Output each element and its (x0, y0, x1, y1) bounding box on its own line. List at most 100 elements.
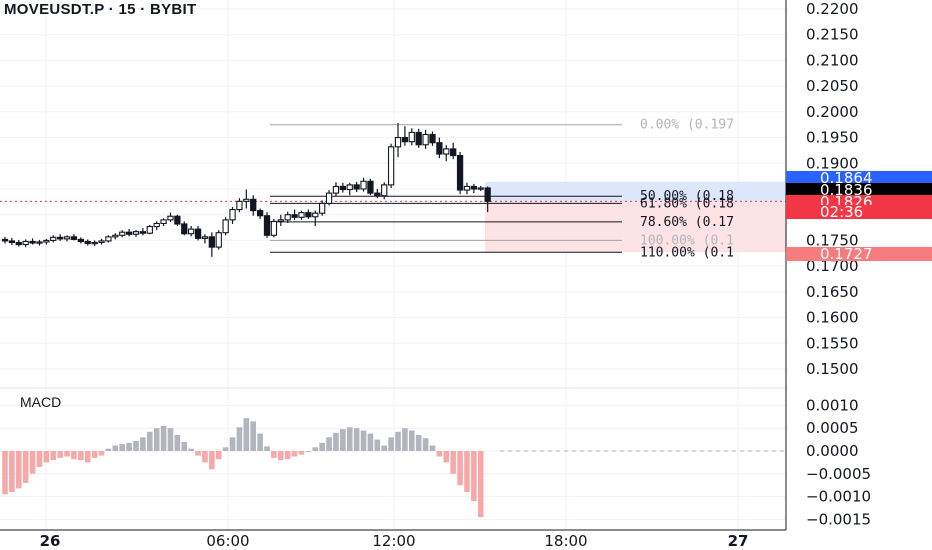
candle-down (29, 240, 36, 244)
fib-level-label: 0.00% (0.197 (640, 118, 734, 133)
position-zones (0, 181, 786, 253)
candle-up (408, 131, 415, 143)
candle-up (119, 231, 126, 236)
macd-bar-negative (464, 451, 470, 493)
macd-bar-negative (15, 451, 22, 489)
candle-down (139, 231, 147, 234)
price-tag-bg (786, 171, 932, 185)
price-tick-label: 0.2150 (806, 26, 859, 44)
price-tag-bg (786, 205, 932, 219)
candle-down (125, 231, 133, 235)
candle-up (312, 212, 319, 218)
candle-up (160, 219, 167, 225)
candle-up (443, 148, 450, 155)
candle-down (250, 198, 257, 212)
price-tick-label: 0.2000 (806, 103, 859, 121)
fib-level-label: 61.80% (0.18 (640, 196, 734, 211)
macd-bar-negative (43, 451, 50, 463)
price-tag-label: 02:36 (820, 203, 863, 221)
macd-bar-positive (126, 442, 132, 451)
candle-up (229, 209, 236, 221)
fib-level-label: 78.60% (0.17 (640, 215, 734, 230)
macd-bar-positive (409, 430, 415, 451)
candle-down (256, 210, 264, 217)
price-tick-label: 0.1750 (806, 231, 859, 249)
macd-bar-negative (278, 451, 284, 461)
macd-bar-positive (333, 432, 339, 451)
candle-up (215, 232, 222, 248)
price-tag-bg (786, 247, 932, 261)
candle-up (105, 236, 112, 242)
candle-down (436, 142, 443, 155)
candlestick-series (1, 123, 491, 257)
candle-up (236, 200, 243, 211)
macd-bar-negative (471, 451, 477, 502)
macd-bar-positive (388, 437, 394, 451)
macd-bar-positive (188, 448, 194, 451)
candle-down (367, 180, 374, 194)
fib-level-label: 100.00% (0.1 (640, 233, 734, 248)
macd-bar-negative (57, 451, 63, 458)
price-tick-label: 0.1950 (806, 129, 859, 147)
candle-up (36, 241, 43, 244)
candle-down (450, 148, 457, 157)
price-tick-label: 0.1550 (806, 334, 859, 352)
price-tick-label: 0.1900 (806, 154, 859, 172)
candle-up (50, 236, 57, 241)
candle-down (429, 133, 436, 144)
macd-bar-negative (50, 451, 57, 461)
macd-bar-positive (340, 429, 346, 451)
candle-up (394, 137, 402, 148)
time-tick-label: 18:00 (544, 532, 587, 550)
macd-bar-negative (271, 451, 277, 458)
candle-up (463, 185, 471, 191)
price-tick-label: 0.1650 (806, 283, 859, 301)
candle-up (63, 236, 71, 240)
chart-axes: 0.2200 0.2150 0.2100 0.2050 0.2000 0.1950 0.19… (0, 0, 871, 550)
time-tick-label: 06:00 (206, 532, 249, 550)
candle-down (291, 214, 298, 218)
candle-up (360, 180, 367, 190)
macd-bar-negative (215, 451, 222, 460)
candle-up (132, 231, 140, 235)
candle-up (222, 219, 229, 234)
candle-down (339, 185, 347, 191)
candle-down (15, 241, 22, 246)
macd-bar-negative (457, 451, 463, 486)
price-tick-label: 0.1600 (806, 309, 859, 327)
candle-up (381, 184, 388, 197)
candle-down (263, 215, 271, 236)
candle-down (8, 240, 16, 244)
candle-down (57, 236, 64, 240)
price-tick-label: 0.1700 (806, 257, 859, 275)
price-tick-label: 0.2100 (806, 51, 859, 69)
candle-up (201, 236, 209, 239)
macd-bar-positive (236, 427, 243, 451)
candle-up (91, 241, 98, 245)
macd-bar-positive (250, 421, 257, 451)
price-tag-label: 0.1727 (820, 245, 873, 263)
time-tick-label: 12:00 (372, 532, 415, 550)
candle-down (305, 212, 312, 218)
macd-bar-negative (284, 451, 291, 460)
candle-down (70, 236, 78, 240)
macd-bar-positive (381, 445, 388, 451)
macd-bar-positive (243, 418, 250, 451)
macd-bar-positive (353, 428, 360, 451)
macd-bar-negative (36, 451, 43, 467)
macd-bar-negative (91, 451, 98, 458)
macd-bar-negative (2, 451, 8, 495)
macd-bar-positive (105, 448, 112, 451)
macd-bar-negative (98, 451, 105, 456)
candle-up (284, 214, 291, 221)
candle-up (146, 225, 153, 234)
candle-up (98, 240, 105, 244)
macd-bar-positive (264, 446, 270, 451)
macd-bar-positive (140, 437, 146, 451)
long-target-zone (485, 181, 786, 202)
macd-bar-negative (202, 451, 208, 463)
candle-up (325, 192, 333, 204)
time-tick-label: 27 (728, 532, 749, 550)
candle-down (456, 155, 464, 191)
